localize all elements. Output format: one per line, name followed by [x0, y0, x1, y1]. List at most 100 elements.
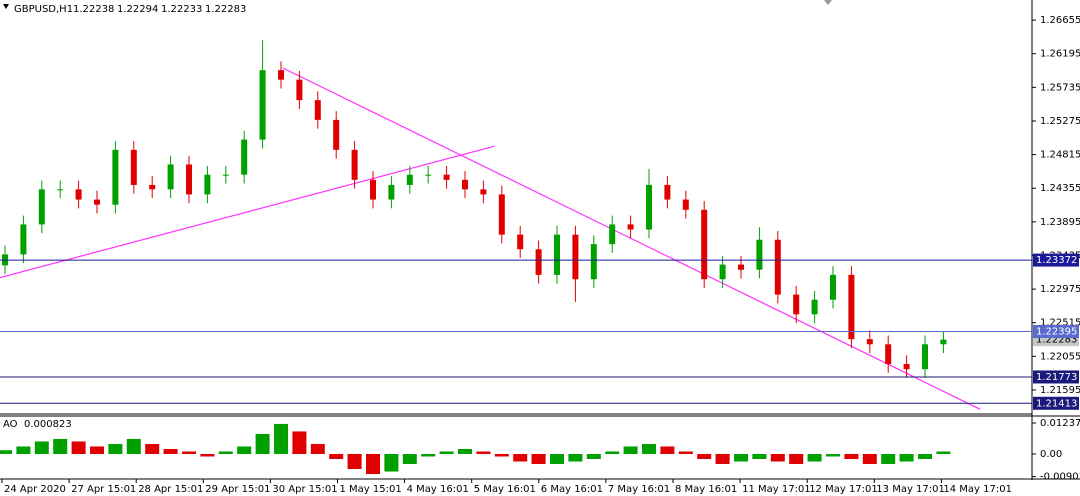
candle-body — [388, 184, 395, 200]
ao-bar — [844, 453, 859, 460]
candle-body — [425, 174, 432, 176]
ao-bar — [697, 453, 712, 460]
menu-arrow — [3, 4, 9, 9]
price-label-box — [1033, 370, 1079, 384]
x-tick-label: 24 Apr 2020 — [4, 484, 66, 495]
ao-bar — [862, 453, 877, 465]
trendline — [0, 145, 495, 279]
ao-bar — [292, 431, 307, 454]
x-tick-label: 13 May 17:01 — [876, 484, 945, 495]
candle-body — [20, 224, 27, 255]
ao-bar — [274, 423, 288, 454]
ao-bar — [513, 453, 528, 462]
candle-body — [130, 149, 137, 185]
y-tick-label: 1.26655 — [1040, 15, 1080, 26]
ao-bar — [715, 453, 730, 465]
ohlc-high: 1.22294 — [117, 4, 158, 15]
ao-bar — [108, 443, 123, 454]
x-tick-label: 27 Apr 15:01 — [71, 484, 136, 495]
candle-body — [443, 174, 450, 180]
ao-bar — [642, 443, 656, 454]
candle-body — [811, 299, 818, 315]
ao-bar — [237, 446, 252, 454]
candle-body — [682, 199, 689, 210]
y-tick-label: -0.009036 — [1040, 472, 1080, 483]
candle-body — [38, 189, 45, 225]
candle-body — [922, 344, 928, 370]
price-label-box — [1033, 396, 1079, 410]
ao-bar — [439, 451, 454, 454]
ao-bar — [458, 448, 472, 454]
ao-bar — [34, 441, 49, 454]
candle-body — [609, 224, 616, 245]
ao-bar — [90, 446, 104, 454]
ohlc-open: 1.22238 — [73, 4, 114, 15]
y-tick-label: 1.21595 — [1040, 385, 1080, 396]
candle-body — [314, 100, 321, 120]
ao-bar — [53, 438, 68, 454]
candle-body — [738, 264, 744, 270]
ao-bar — [586, 453, 601, 460]
candle-body — [333, 119, 340, 150]
y-tick-label: 1.24355 — [1040, 183, 1080, 194]
y-tick-label: 1.25275 — [1040, 116, 1080, 127]
candle-body — [75, 189, 82, 200]
y-tick-label: 1.22515 — [1040, 318, 1080, 329]
ao-bar — [476, 451, 491, 454]
ao-bar — [255, 433, 270, 454]
x-tick-label: 4 May 16:01 — [407, 484, 469, 495]
price-label-box — [1033, 324, 1079, 338]
last-price-label: 1.22283 — [1036, 335, 1077, 346]
x-tick-label: 5 May 16:01 — [474, 484, 536, 495]
ao-bar — [16, 446, 31, 454]
candle-body — [627, 224, 634, 230]
ao-bar — [71, 441, 86, 454]
x-tick-label: 8 May 16:01 — [675, 484, 737, 495]
x-tick-label: 1 May 15:01 — [340, 484, 402, 495]
candle-body — [204, 174, 211, 195]
x-tick-label: 7 May 16:01 — [608, 484, 670, 495]
ao-bar — [531, 453, 546, 465]
price-label: 1.22395 — [1036, 326, 1077, 337]
candle-body — [406, 174, 413, 185]
ao-bar — [402, 453, 417, 465]
candle-body — [701, 209, 708, 280]
candle-body — [498, 194, 505, 235]
candle-body — [756, 239, 763, 270]
candle-body — [535, 249, 542, 275]
candle-body — [866, 339, 873, 345]
ao-bar — [550, 453, 564, 465]
candle-body — [112, 149, 119, 205]
candle-body — [719, 264, 726, 280]
ao-bar — [936, 451, 951, 454]
ao-bar — [494, 453, 509, 457]
y-tick-label: 0.01237 — [1040, 418, 1080, 429]
y-tick-label: 1.22975 — [1040, 284, 1080, 295]
x-tick-label: 11 May 17:01 — [742, 484, 811, 495]
x-tick-label: 12 May 17:01 — [809, 484, 878, 495]
ao-bar — [660, 446, 675, 454]
candle-body — [517, 234, 524, 250]
candle-body — [259, 70, 266, 140]
ao-bar — [218, 451, 233, 454]
ao-bar — [734, 453, 748, 462]
candle-body — [149, 184, 156, 190]
candle-body — [774, 239, 781, 295]
ao-bar — [881, 453, 896, 465]
ao-bar — [770, 453, 785, 462]
price-label: 1.21773 — [1036, 372, 1077, 383]
candle-body — [554, 234, 560, 275]
price-label: 1.23372 — [1036, 255, 1077, 266]
y-tick-label: 1.23895 — [1040, 217, 1080, 228]
trendline — [282, 67, 981, 410]
ao-bar — [384, 453, 399, 472]
ao-bar — [568, 453, 583, 462]
candle-body — [186, 164, 192, 195]
y-tick-label: 1.24815 — [1040, 150, 1080, 161]
candle-body — [940, 339, 947, 345]
y-tick-label: 0.00 — [1040, 449, 1062, 460]
candle-body — [590, 244, 597, 280]
ao-bar — [421, 453, 436, 457]
